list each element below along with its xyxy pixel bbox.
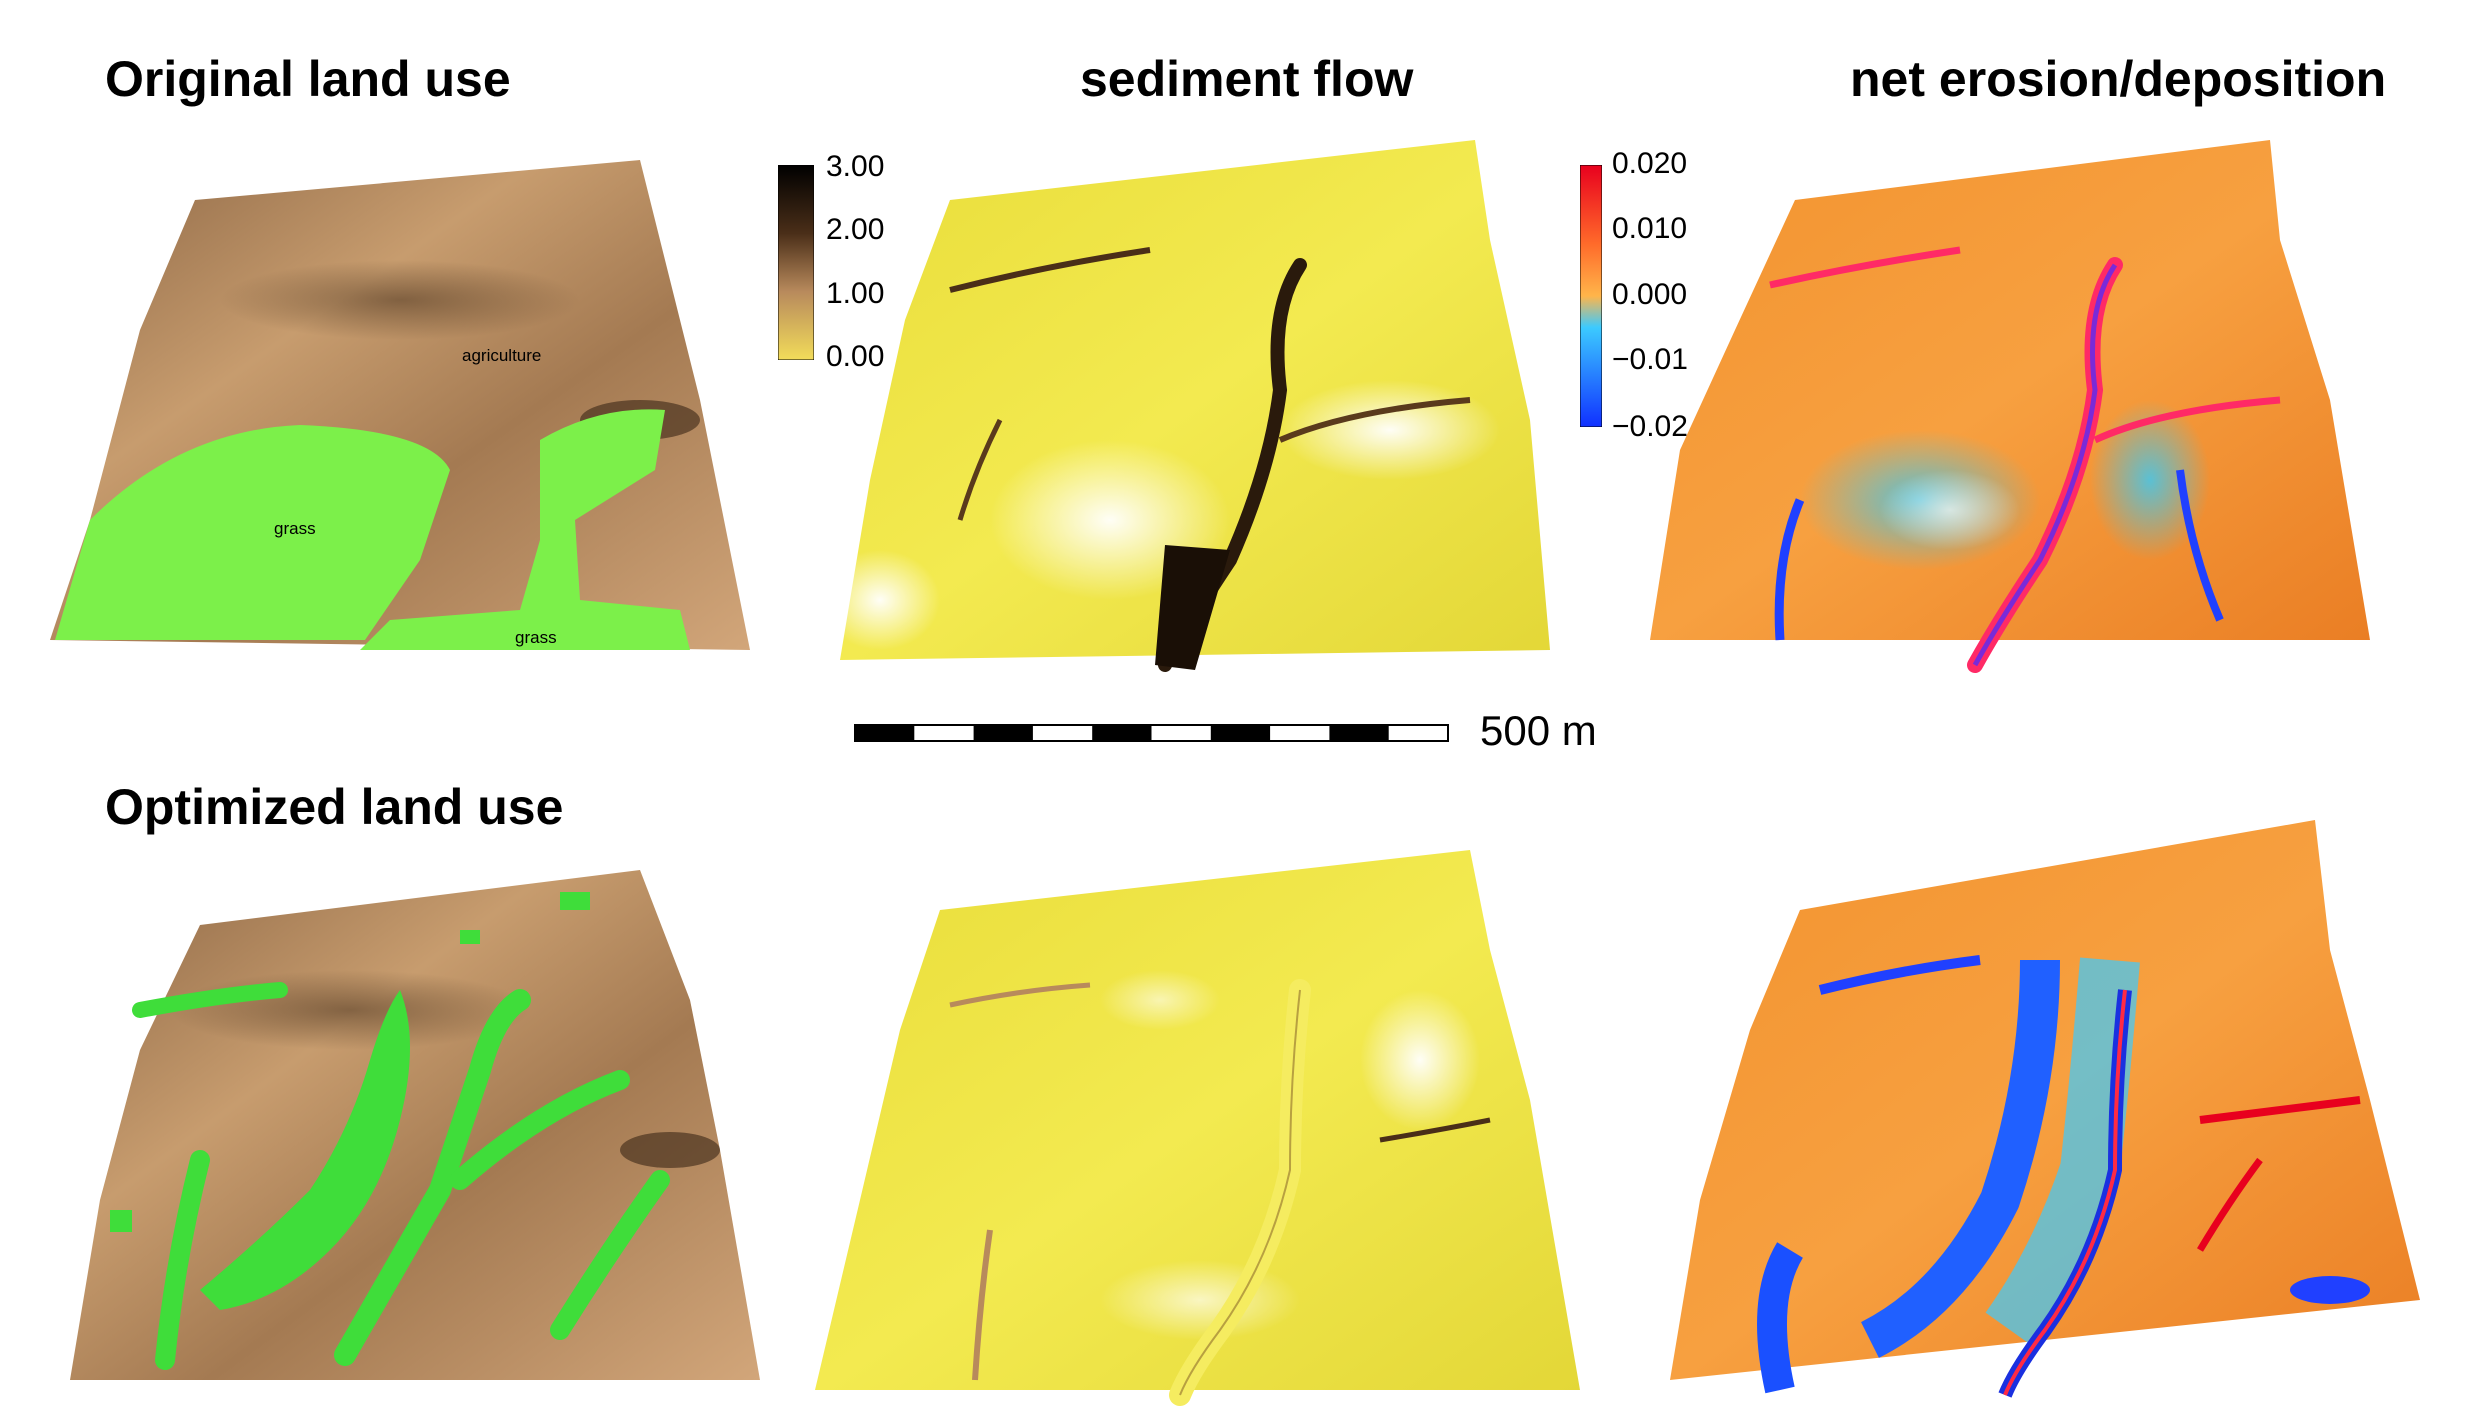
- erosion-legend-tick: −0.02: [1612, 410, 1688, 443]
- flow-legend-tick: 2.00: [826, 213, 885, 246]
- scale-bar-segment: [1092, 725, 1152, 741]
- channel: [957, 418, 1003, 521]
- terrain-surface: [815, 850, 1580, 1390]
- blue-patch: [2290, 1276, 2370, 1304]
- grass-patch: [560, 892, 590, 910]
- white-patch: [1100, 970, 1220, 1030]
- channel: [2003, 989, 2127, 1396]
- grass-patch: [460, 930, 480, 944]
- channel-delta: [1155, 545, 1230, 670]
- title-original-land-use: Original land use: [105, 51, 511, 107]
- erosion-legend-tick: 0.020: [1612, 147, 1688, 180]
- label-grass-bottom: grass: [515, 628, 557, 647]
- grass-strip: [132, 982, 288, 1018]
- channel: [1769, 246, 1961, 289]
- red-band: [2199, 1096, 2361, 1124]
- erosion-legend-bar: [1580, 165, 1602, 427]
- grass-area-right: [360, 409, 690, 650]
- scale-bar-segment: [973, 725, 1033, 741]
- channel: [1179, 989, 1301, 1396]
- cyan-band: [1985, 957, 2140, 1348]
- cyan-patch: [2090, 400, 2210, 560]
- erosion-legend-tick: −0.01: [1612, 343, 1688, 376]
- channel: [1972, 263, 2118, 667]
- scale-bar-label: 500 m: [1480, 707, 1597, 754]
- red-band: [2196, 1157, 2263, 1252]
- channel: [1774, 498, 1805, 641]
- channel: [949, 247, 1151, 293]
- grass-area: [200, 990, 410, 1310]
- grass-area-left: [55, 425, 450, 640]
- channel: [2093, 396, 2281, 444]
- channel: [2176, 469, 2224, 622]
- title-net-erosion-deposition: net erosion/deposition: [1850, 51, 2387, 107]
- channel: [972, 1229, 993, 1381]
- scale-bar-segment: [855, 725, 915, 741]
- ridge-shadow: [220, 260, 580, 340]
- grass-strip: [334, 989, 531, 1366]
- flow-legend-tick: 1.00: [826, 277, 885, 310]
- channel: [1379, 1117, 1491, 1143]
- channel: [1278, 397, 1471, 443]
- title-sediment-flow: sediment flow: [1080, 51, 1414, 107]
- scale-bar-segment: [1329, 725, 1389, 741]
- label-grass-left: grass: [274, 519, 316, 538]
- erosion-legend-tick: 0.000: [1612, 278, 1688, 311]
- white-patch: [1880, 470, 2020, 550]
- blue-band: [1757, 1242, 1804, 1394]
- sediment-flow-legend-bar: [778, 165, 814, 360]
- grass-strip: [155, 1150, 210, 1370]
- white-patch: [1360, 990, 1480, 1130]
- white-patch: [820, 550, 940, 650]
- grass-strip: [550, 1170, 670, 1340]
- grass-strip: [450, 1070, 630, 1190]
- grass-patch: [110, 1210, 132, 1232]
- flow-legend-tick: 0.00: [826, 340, 885, 373]
- scale-bar: [854, 724, 1449, 742]
- blue-band: [1818, 955, 1981, 995]
- ridge-shadow: [620, 1132, 720, 1168]
- scale-bar-segment: [1210, 725, 1271, 741]
- title-optimized-land-use: Optimized land use: [105, 779, 564, 835]
- blue-band: [1860, 959, 2060, 1358]
- label-agriculture: agriculture: [462, 346, 541, 365]
- erosion-legend-tick: 0.010: [1612, 212, 1688, 245]
- flow-legend-tick: 3.00: [826, 150, 885, 183]
- channel: [949, 982, 1091, 1008]
